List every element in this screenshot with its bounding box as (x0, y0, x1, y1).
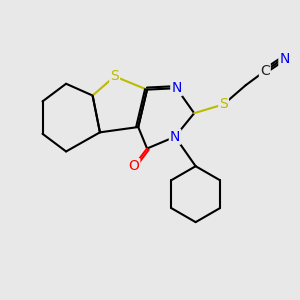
Text: C: C (260, 64, 270, 78)
Text: S: S (219, 98, 228, 111)
Text: N: N (171, 81, 182, 95)
Text: O: O (128, 159, 139, 173)
Text: S: S (110, 69, 119, 83)
Text: N: N (170, 130, 180, 144)
Text: N: N (279, 52, 290, 66)
